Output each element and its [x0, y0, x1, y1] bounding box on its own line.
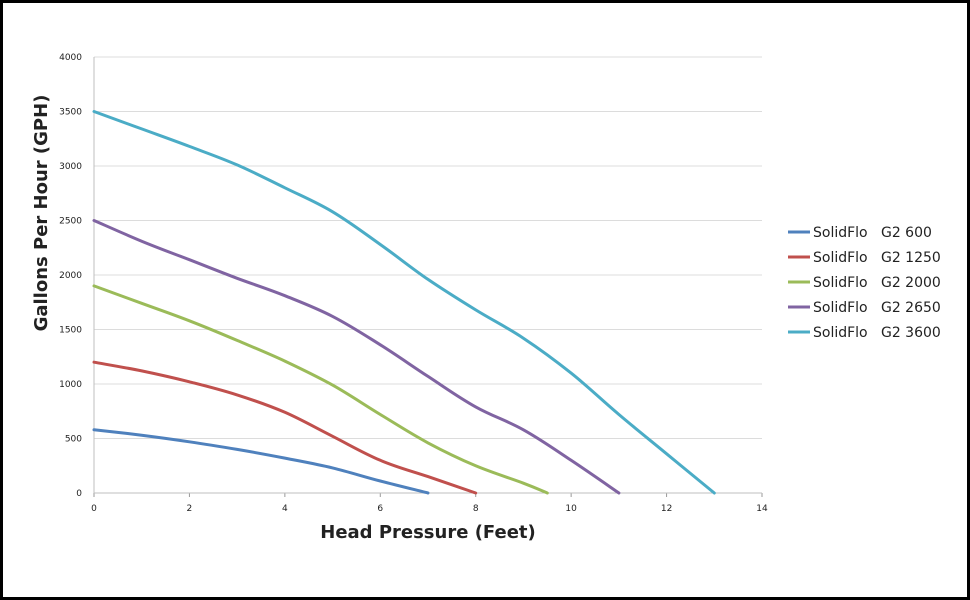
x-tick-label: 0 [91, 504, 97, 514]
legend: SolidFlo G2 600 SolidFlo G2 1250 SolidFlo … [788, 225, 941, 341]
x-tick-label: 14 [756, 504, 768, 514]
legend-label: SolidFlo G2 2000 [813, 275, 941, 291]
y-tick-labels: 0 500 1000 1500 2000 2500 3000 3500 4000 [59, 53, 82, 499]
y-tick-label: 500 [65, 435, 82, 445]
x-axis-title: Head Pressure (Feet) [320, 522, 535, 543]
y-tick-label: 3500 [59, 108, 82, 118]
x-tick-label: 10 [565, 504, 577, 514]
y-tick-label: 1000 [59, 380, 82, 390]
y-tick-label: 2000 [59, 271, 82, 281]
x-tick-label: 6 [377, 504, 383, 514]
legend-label: SolidFlo G2 2650 [813, 300, 941, 316]
series-lines [92, 110, 716, 495]
x-tick-label: 4 [282, 504, 288, 514]
series-line [92, 219, 621, 495]
y-axis-title: Gallons Per Hour (GPH) [31, 95, 52, 332]
y-tick-label: 3000 [59, 162, 82, 172]
gridlines [94, 56, 762, 439]
axes [93, 57, 763, 497]
y-tick-label: 2500 [59, 217, 82, 227]
y-tick-label: 1500 [59, 326, 82, 336]
x-tick-labels: 0 2 4 6 8 10 12 14 [91, 504, 768, 514]
legend-label: SolidFlo G2 600 [813, 225, 932, 241]
x-tick-label: 12 [661, 504, 672, 514]
x-tick-label: 2 [187, 504, 193, 514]
y-tick-label: 0 [76, 489, 82, 499]
x-tick-label: 8 [473, 504, 479, 514]
series-line [92, 284, 549, 495]
line-chart: 0 500 1000 1500 2000 2500 3000 3500 4000 0 2 4 6 8 10… [31, 53, 941, 543]
legend-label: SolidFlo G2 1250 [813, 250, 941, 266]
series-line [92, 360, 478, 495]
series-line [92, 110, 716, 495]
y-tick-label: 4000 [59, 53, 82, 63]
series-line [92, 428, 430, 495]
legend-label: SolidFlo G2 3600 [813, 325, 941, 341]
